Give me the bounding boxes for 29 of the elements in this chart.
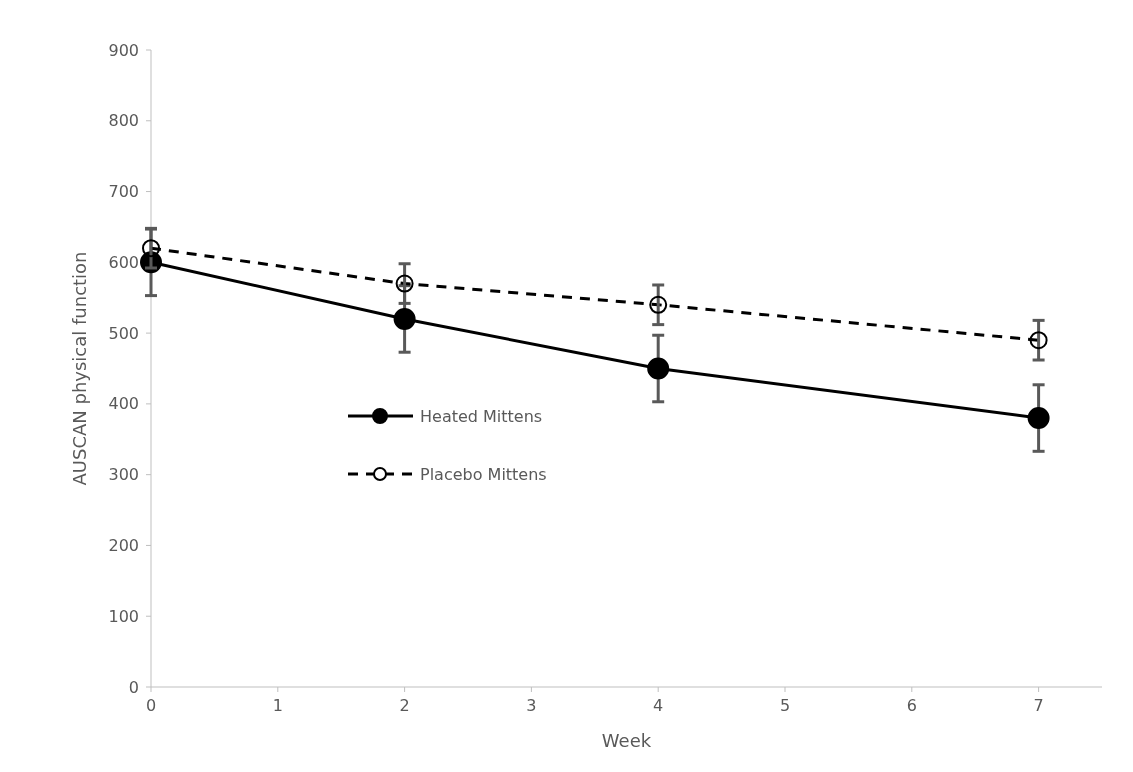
x-tick-label: 5 [779,696,791,715]
x-tick-label: 2 [399,696,410,715]
point [1027,407,1050,430]
x-tick-label: 7 [1033,696,1044,715]
x-tick-label: 4 [653,696,664,715]
y-tick-label: 900 [108,40,139,60]
y-tick-label: 300 [108,465,139,485]
y-tick-label: 400 [108,394,139,414]
y-tick-label: 100 [108,606,139,626]
point [1029,331,1048,350]
x-axis-title: Week [601,730,652,751]
y-tick-label: 0 [128,677,139,697]
y-tick-label: 800 [108,111,139,131]
point [393,307,416,330]
point [395,274,414,293]
legend-label: Placebo Mittens [420,464,547,484]
y-tick-label: 600 [108,252,139,272]
y-tick-label: 500 [108,323,139,343]
point [649,295,668,314]
y-tick-label: 700 [108,182,139,202]
point [142,239,160,258]
point [647,357,670,380]
x-tick-label: 1 [272,696,283,715]
x-tick-label: 0 [145,696,157,715]
x-tick-label: 3 [526,696,537,715]
legend-label: Heated Mittens [420,406,543,426]
x-tick-label: 6 [906,696,917,715]
y-axis-title: AUSCAN physical function [69,251,90,486]
y-tick-label: 200 [108,536,139,556]
